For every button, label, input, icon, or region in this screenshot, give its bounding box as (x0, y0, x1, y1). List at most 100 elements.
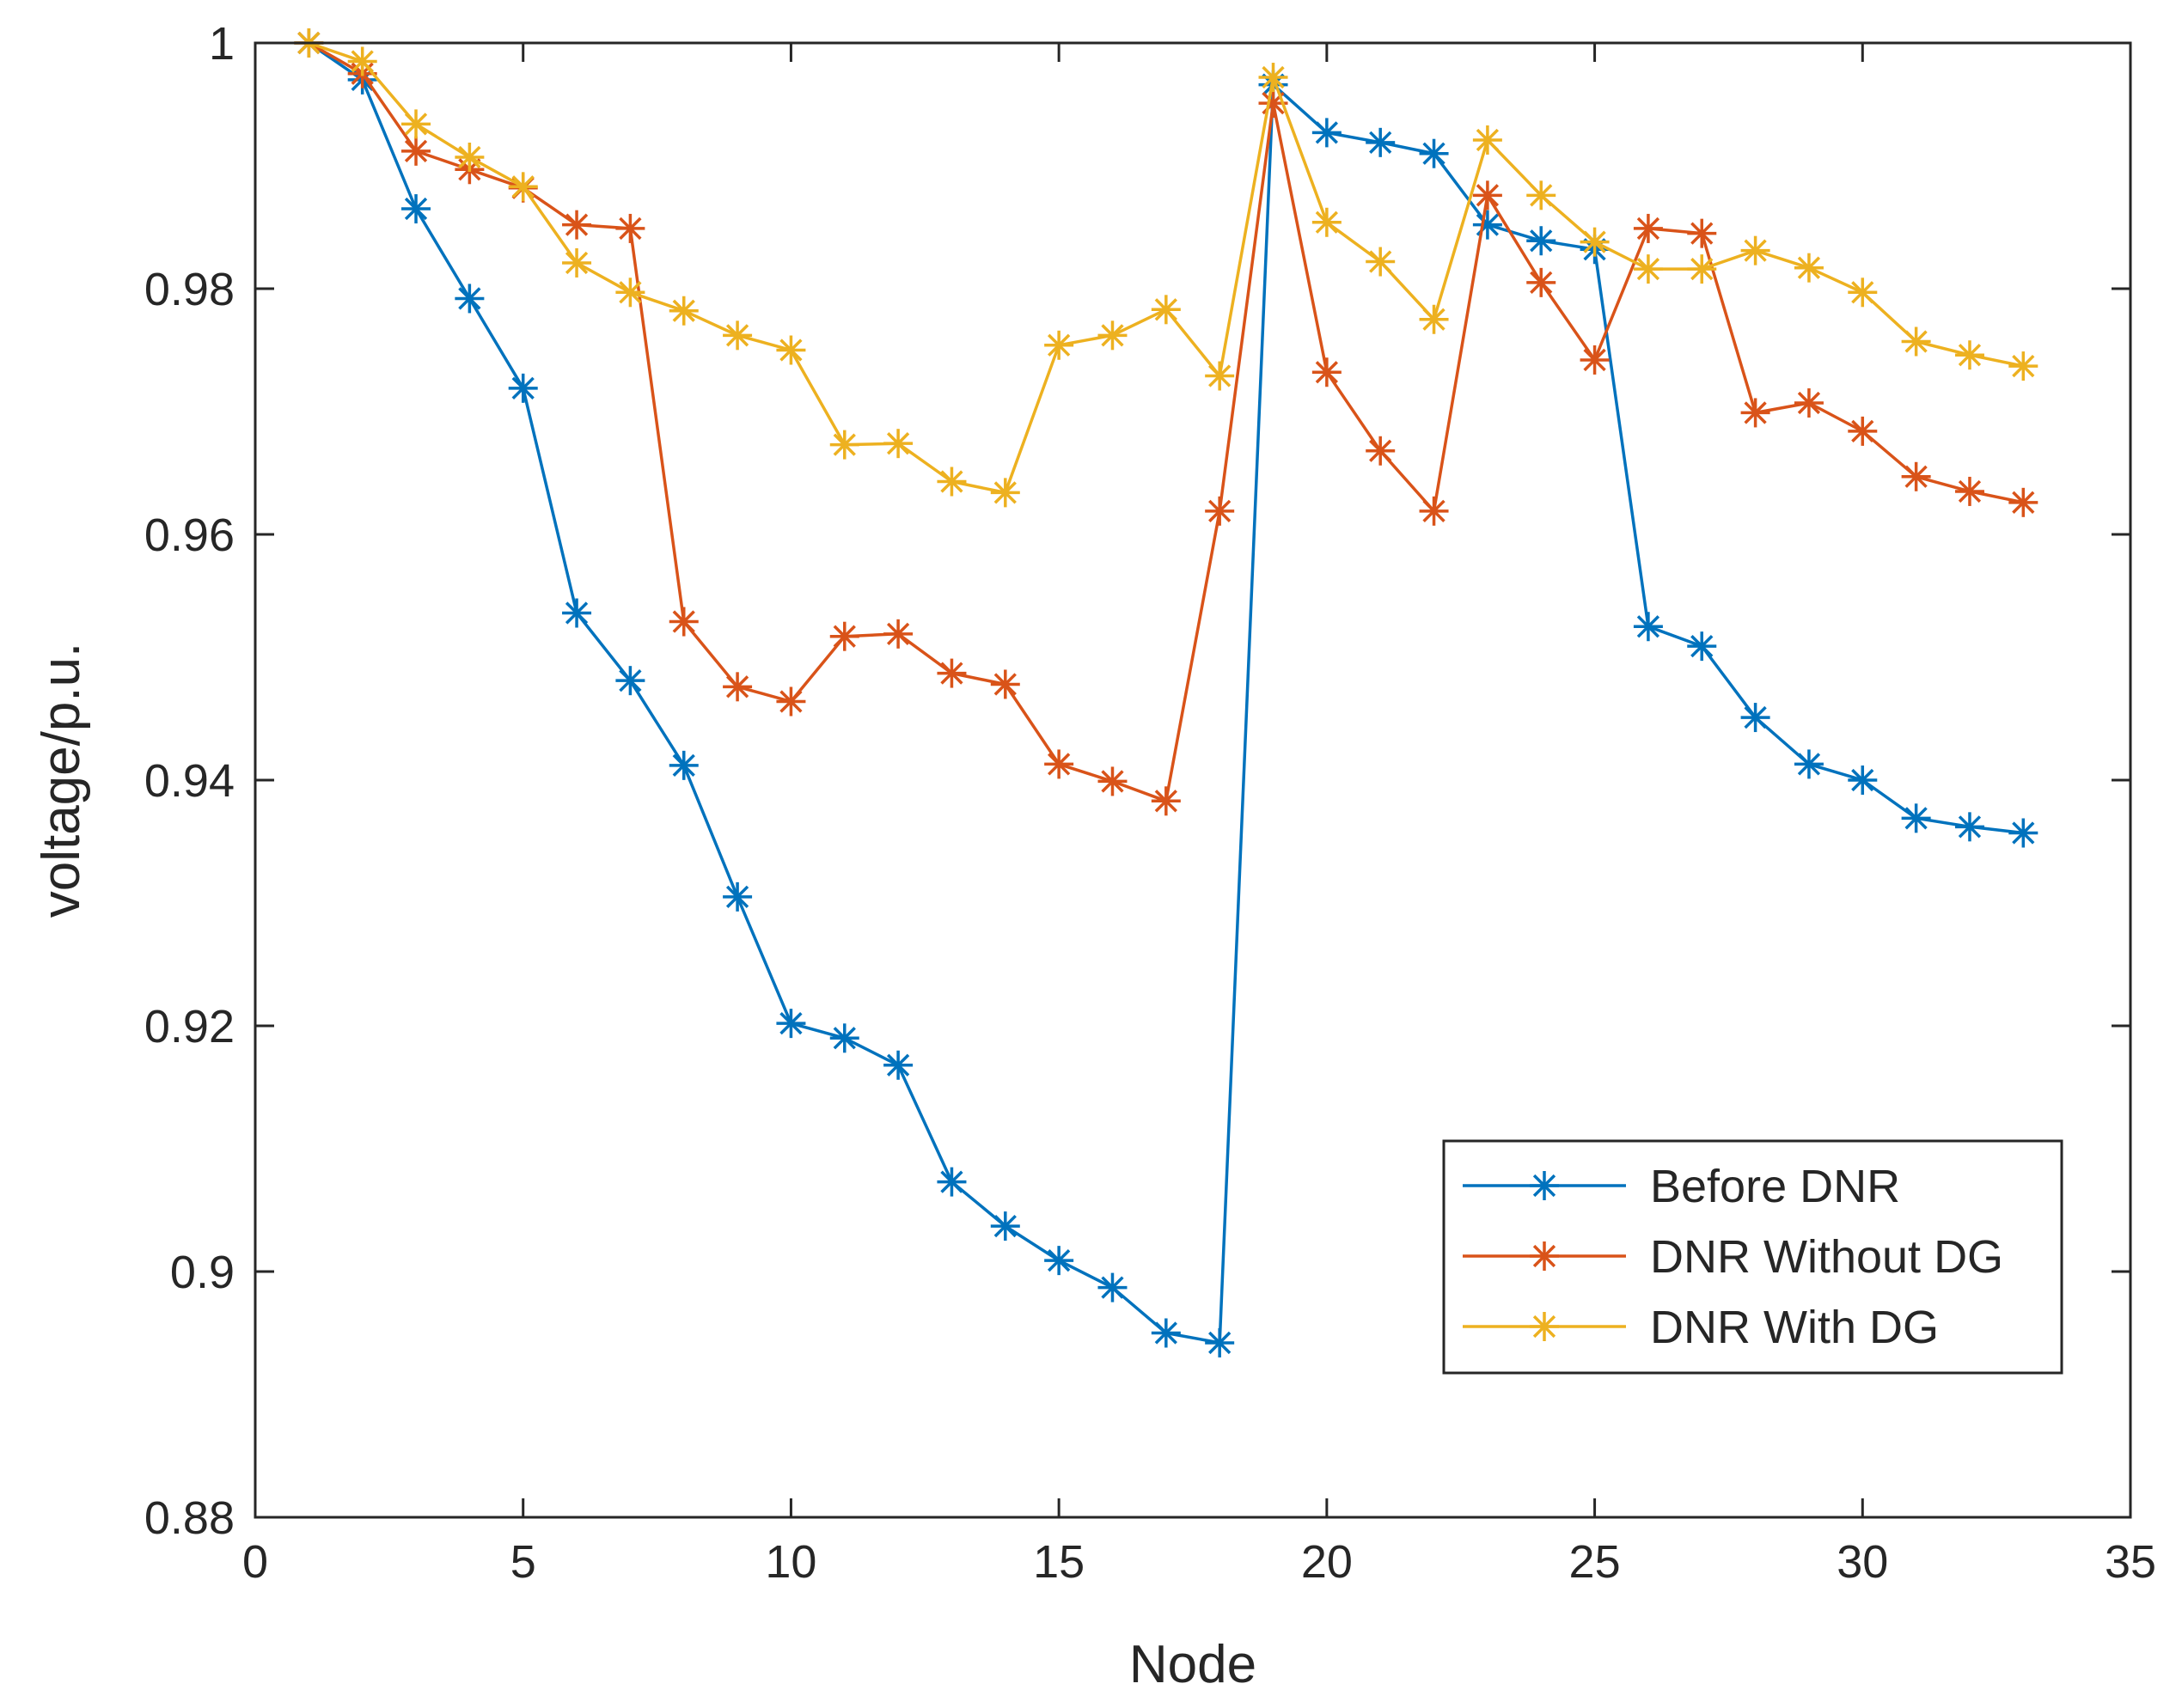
marker-stroke (1904, 330, 1928, 353)
marker-stroke (672, 753, 695, 777)
marker-stroke (1369, 131, 1392, 154)
marker-stroke (458, 287, 481, 310)
marker-stroke (1422, 142, 1445, 165)
marker-stroke (672, 299, 695, 322)
marker-stroke (1851, 281, 1874, 304)
data-point (508, 373, 538, 403)
marker-stroke (993, 673, 1017, 696)
data-point (669, 296, 699, 326)
marker-stroke (1476, 184, 1500, 207)
marker-stroke (993, 481, 1017, 504)
data-point (1848, 416, 1878, 446)
data-point (1419, 496, 1449, 526)
data-point (1740, 235, 1770, 265)
marker-stroke (1636, 615, 1660, 638)
marker-stroke (886, 622, 910, 645)
data-point (1794, 749, 1824, 779)
marker-stroke (1422, 499, 1445, 522)
marker-stroke (1851, 419, 1874, 443)
marker-stroke (1530, 184, 1553, 207)
data-point (1419, 138, 1449, 168)
data-point (1526, 226, 1556, 256)
marker-stroke (833, 1027, 856, 1050)
marker-stroke (1530, 229, 1553, 253)
data-point (508, 172, 538, 202)
data-point (1151, 786, 1181, 816)
marker-stroke (619, 217, 642, 241)
marker-stroke (565, 251, 589, 275)
marker-stroke (725, 885, 749, 908)
data-point (1151, 295, 1181, 325)
data-point (1097, 766, 1128, 796)
data-point (883, 619, 914, 649)
marker-stroke (565, 213, 589, 236)
marker-stroke (1636, 257, 1660, 281)
data-point (615, 666, 645, 696)
data-point (776, 1009, 806, 1039)
marker-stroke (1532, 1244, 1556, 1268)
marker-stroke (779, 1012, 803, 1035)
marker-stroke (619, 669, 642, 692)
marker-stroke (2012, 354, 2035, 378)
data-point (883, 1050, 914, 1080)
x-axis-label: Node (1129, 1635, 1256, 1694)
data-point (1366, 436, 1396, 466)
marker-stroke (886, 432, 910, 455)
data-point (1311, 207, 1342, 237)
marker-stroke (2012, 821, 2035, 845)
data-point (1419, 304, 1449, 334)
data-point (455, 142, 485, 172)
marker-stroke (1208, 499, 1232, 522)
data-point (1472, 125, 1502, 155)
marker-stroke (1154, 1321, 1177, 1345)
marker-stroke (1904, 807, 1928, 830)
marker-stroke (1958, 815, 1982, 839)
data-point (937, 658, 967, 688)
marker-stroke (1208, 1331, 1232, 1355)
legend-marker (1530, 1241, 1559, 1271)
data-point (1151, 1318, 1181, 1348)
data-point (1258, 63, 1288, 93)
legend-entry: Before DNR (1463, 1161, 1900, 1212)
marker-stroke (1851, 768, 1874, 792)
marker-stroke (1422, 308, 1445, 331)
legend-label: DNR With DG (1650, 1302, 1939, 1353)
marker-stroke (511, 376, 535, 400)
data-point (1901, 326, 1931, 357)
data-point (669, 750, 699, 780)
series-dnr-with-dg (294, 28, 2038, 508)
marker-stroke (1636, 217, 1660, 241)
data-point (401, 194, 431, 224)
marker-stroke (1690, 634, 1714, 658)
data-point (937, 467, 967, 497)
data-point (1580, 345, 1610, 375)
marker-stroke (1744, 705, 1767, 729)
legend-label: Before DNR (1650, 1161, 1900, 1212)
data-point (1901, 461, 1931, 491)
x-tick-label: 25 (1569, 1536, 1621, 1588)
marker-stroke (1315, 210, 1338, 234)
marker-stroke (1369, 250, 1392, 273)
marker-stroke (940, 470, 963, 493)
data-point (1205, 1327, 1235, 1357)
marker-stroke (1744, 239, 1767, 262)
marker-stroke (1101, 770, 1124, 793)
marker-stroke (565, 601, 589, 625)
marker-stroke (779, 690, 803, 713)
legend-marker (1530, 1312, 1559, 1341)
data-point (562, 598, 592, 628)
marker-stroke (619, 281, 642, 304)
marker-stroke (1690, 222, 1714, 245)
data-point (1366, 247, 1396, 277)
x-tick-label: 15 (1033, 1536, 1085, 1588)
data-point (829, 430, 859, 460)
y-tick-label: 1 (209, 18, 235, 70)
marker-stroke (1958, 344, 1982, 367)
y-tick-label: 0.92 (144, 1001, 235, 1052)
marker-stroke (833, 433, 856, 456)
marker-stroke (1262, 65, 1285, 89)
marker-stroke (1154, 790, 1177, 813)
marker-stroke (511, 175, 535, 198)
x-tick-label: 30 (1837, 1536, 1888, 1588)
data-point (2008, 487, 2038, 517)
